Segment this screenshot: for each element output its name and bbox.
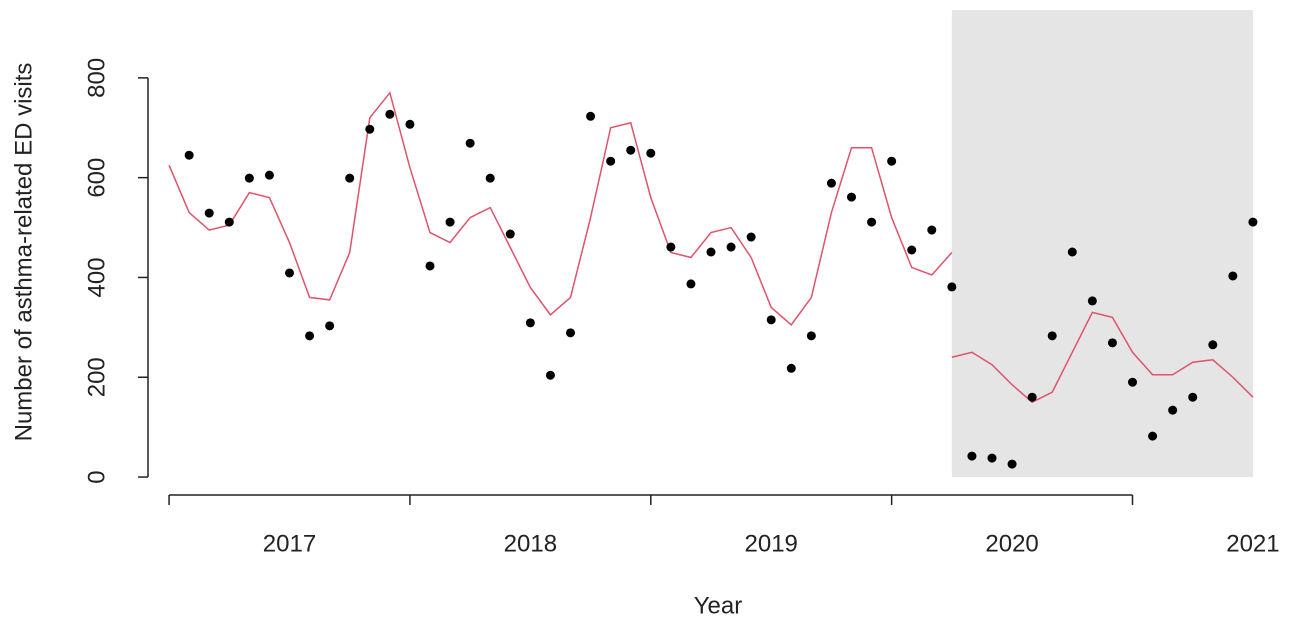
y-tick-label: 0 bbox=[83, 470, 110, 483]
point bbox=[586, 111, 596, 121]
y-tick-label: 400 bbox=[83, 257, 110, 297]
point bbox=[987, 453, 997, 463]
point bbox=[285, 268, 295, 278]
shaded-region bbox=[951, 10, 1253, 478]
point bbox=[244, 173, 254, 183]
point bbox=[365, 124, 375, 134]
point bbox=[264, 170, 274, 180]
x-axis-title: Year bbox=[694, 592, 743, 619]
point bbox=[1027, 392, 1037, 402]
point bbox=[525, 318, 535, 328]
point bbox=[1087, 296, 1097, 306]
x-tick-label: 2019 bbox=[745, 530, 798, 557]
y-tick-label: 200 bbox=[83, 357, 110, 397]
point bbox=[1067, 247, 1077, 257]
point bbox=[1007, 459, 1017, 469]
point bbox=[224, 217, 234, 227]
point bbox=[606, 156, 616, 166]
point bbox=[746, 232, 756, 242]
point bbox=[646, 148, 656, 158]
point bbox=[1208, 340, 1218, 350]
x-tick-label: 2021 bbox=[1226, 530, 1279, 557]
point bbox=[485, 173, 495, 183]
point bbox=[425, 261, 435, 271]
point bbox=[826, 178, 836, 188]
y-axis-title: Number of asthma-related ED visits bbox=[10, 63, 37, 442]
point bbox=[1107, 338, 1117, 348]
point bbox=[445, 217, 455, 227]
point bbox=[786, 363, 796, 373]
point bbox=[465, 138, 475, 148]
point bbox=[1168, 405, 1178, 415]
x-tick-label: 2020 bbox=[985, 530, 1038, 557]
point bbox=[967, 451, 977, 461]
y-tick-label: 800 bbox=[83, 58, 110, 98]
point bbox=[385, 109, 395, 119]
point bbox=[405, 119, 415, 129]
y-tick-label: 600 bbox=[83, 158, 110, 198]
point bbox=[345, 173, 355, 183]
point bbox=[806, 331, 816, 341]
fit-line bbox=[168, 91, 1254, 404]
point bbox=[1188, 392, 1198, 402]
point bbox=[887, 156, 897, 166]
point bbox=[184, 150, 194, 160]
point bbox=[626, 145, 636, 155]
point bbox=[305, 331, 315, 341]
point bbox=[666, 242, 676, 252]
point bbox=[907, 245, 917, 255]
point bbox=[847, 192, 857, 202]
point bbox=[545, 370, 555, 380]
point bbox=[686, 279, 696, 289]
point bbox=[1047, 331, 1057, 341]
point bbox=[706, 247, 716, 257]
x-tick-label: 2017 bbox=[263, 530, 316, 557]
point bbox=[1248, 217, 1258, 227]
point bbox=[1128, 377, 1138, 387]
point bbox=[505, 229, 515, 239]
point bbox=[867, 217, 877, 227]
point bbox=[947, 282, 957, 292]
point bbox=[927, 225, 937, 235]
point bbox=[566, 328, 576, 338]
point bbox=[766, 315, 776, 325]
point bbox=[1148, 431, 1158, 441]
point bbox=[204, 208, 214, 218]
x-tick-label: 2018 bbox=[504, 530, 557, 557]
point bbox=[726, 242, 736, 252]
point bbox=[325, 321, 335, 331]
point bbox=[1228, 271, 1238, 281]
